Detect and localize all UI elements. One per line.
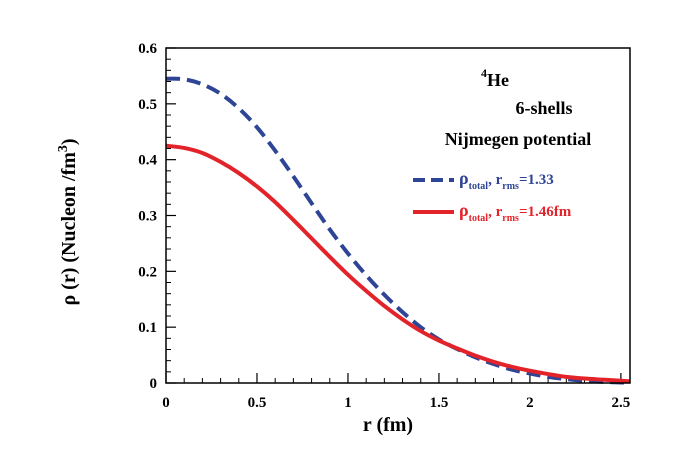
potential-label: Nijmegen potential xyxy=(445,129,591,149)
x-tick-label: 2 xyxy=(526,395,534,411)
y-tick-label: 0.4 xyxy=(138,153,157,169)
series-line-solid xyxy=(165,143,631,384)
x-tick-label: 1 xyxy=(344,395,352,411)
shells-label: 6-shells xyxy=(515,98,572,118)
x-tick-label: 0.5 xyxy=(248,395,267,411)
y-tick-label: 0 xyxy=(150,376,158,392)
y-tick-label: 0.6 xyxy=(138,41,157,57)
series-line-dashed xyxy=(165,76,631,385)
legend-label-solid: ρtotal, rrms=1.46fm xyxy=(459,200,572,224)
y-tick-label: 0.1 xyxy=(138,320,157,336)
y-tick-label: 0.5 xyxy=(138,97,157,113)
series-layer xyxy=(165,76,631,385)
x-tick-labels: 0 0.5 1 1.5 2 2.5 xyxy=(162,395,630,411)
x-tick-label: 1.5 xyxy=(430,395,449,411)
plot-frame xyxy=(165,47,631,384)
legend-label-dashed: ρtotal, rrms=1.33 xyxy=(459,168,554,192)
y-tick-labels: 0 0.1 0.2 0.3 0.4 0.5 0.6 xyxy=(138,41,157,392)
x-tick-label: 2.5 xyxy=(612,395,631,411)
y-tick-label: 0.3 xyxy=(138,209,157,225)
y-tick-label: 0.2 xyxy=(138,264,157,280)
x-tick-label: 0 xyxy=(162,395,170,411)
legend: ρtotal, rrms=1.33 ρtotal, rrms=1.46fm xyxy=(413,168,572,224)
x-axis-title: r (fm) xyxy=(363,414,413,436)
nucleus-label: 4He xyxy=(481,66,509,90)
y-axis-title: ρ (r) (Nucleon /fm3) xyxy=(56,138,80,305)
